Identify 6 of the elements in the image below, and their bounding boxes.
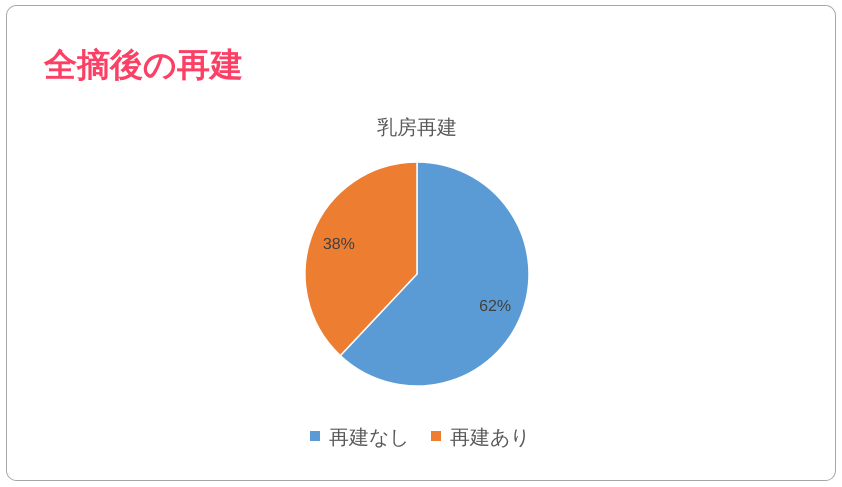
legend-label: 再建なし [329,427,409,449]
chart-subtitle: 乳房再建 [377,117,457,139]
data-label: 62% [479,298,512,315]
chart-title: 全摘後の再建 [43,46,243,83]
legend-label: 再建あり [450,427,530,449]
data-label: 38% [322,236,355,254]
